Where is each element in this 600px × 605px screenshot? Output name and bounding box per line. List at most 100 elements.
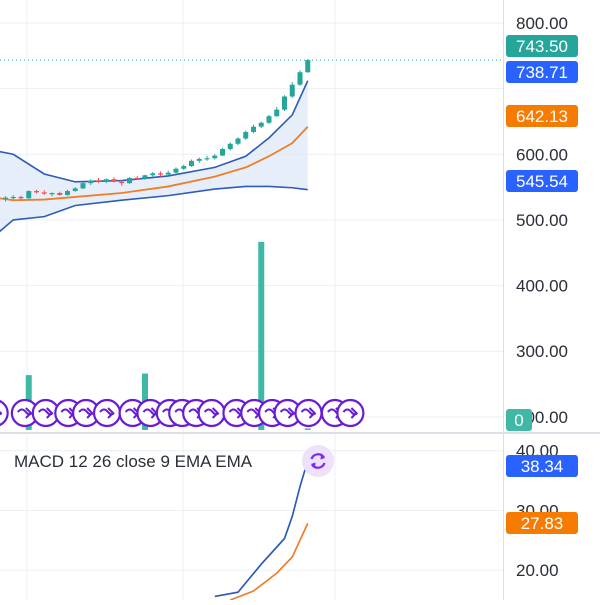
- candle: [3, 197, 8, 199]
- candle: [243, 131, 249, 139]
- event-marker-icon[interactable]: [273, 398, 302, 428]
- event-marker-icon[interactable]: [294, 398, 323, 428]
- candle: [305, 60, 311, 73]
- volume-bar: [304, 428, 311, 430]
- macd-value-badge: 27.83: [506, 512, 578, 534]
- event-marker-icon[interactable]: [197, 398, 226, 428]
- event-marker-ring: [0, 399, 9, 427]
- refresh-icon[interactable]: [302, 445, 334, 477]
- macd-value-badge-text: 38.34: [521, 457, 564, 476]
- event-marker-icon[interactable]: [10, 398, 39, 428]
- event-marker-arrow: [46, 407, 54, 419]
- event-marker-arrow: [86, 407, 94, 419]
- signal-line: [229, 523, 309, 601]
- ema-line: [0, 126, 309, 202]
- macd-indicator-title[interactable]: MACD 12 26 close 9 EMA EMA: [14, 452, 253, 471]
- candle: [49, 193, 55, 195]
- event-markers[interactable]: [0, 398, 365, 428]
- price-badge-bg: [506, 170, 578, 192]
- macd-value-badge-bg: [506, 455, 578, 477]
- event-marker-ring: [92, 398, 122, 428]
- candle: [165, 172, 171, 175]
- candle: [18, 196, 24, 199]
- candle: [282, 96, 287, 110]
- candle: [134, 177, 140, 180]
- price-badge-text: 738.71: [516, 63, 568, 82]
- candle: [181, 166, 187, 169]
- macd-tick-label: 20.00: [516, 561, 559, 580]
- event-marker-icon[interactable]: [31, 398, 60, 428]
- event-marker-arrow: [0, 410, 3, 416]
- price-badge-bg: [506, 61, 578, 83]
- macd-header: MACD 12 26 close 9 EMA EMA: [14, 445, 334, 477]
- candle: [297, 72, 303, 85]
- price-labels: 743.50 738.71 642.13 545.54 0 38.34 27.83: [506, 35, 578, 534]
- event-marker-ring: [336, 398, 365, 428]
- candle: [10, 196, 16, 199]
- candle: [88, 180, 94, 184]
- candle: [196, 158, 202, 161]
- event-marker-icon[interactable]: [336, 398, 365, 428]
- event-marker-icon[interactable]: [136, 398, 165, 428]
- price-badge-text: 743.50: [516, 37, 568, 56]
- event-marker-icon[interactable]: [92, 398, 122, 428]
- candle: [258, 122, 264, 127]
- candle: [220, 149, 225, 156]
- candle: [34, 191, 39, 193]
- macd-value-badge-bg: [506, 512, 578, 534]
- macd-value-badge-text: 27.83: [521, 514, 564, 533]
- price-badge-text: 642.13: [516, 107, 568, 126]
- event-marker-arrow: [287, 407, 296, 419]
- event-marker-icon[interactable]: [0, 399, 9, 427]
- candle: [103, 179, 109, 182]
- candle: [173, 168, 179, 173]
- price-badge-bg: [506, 105, 578, 127]
- price-badge-bg: [506, 35, 578, 57]
- volume-value-text: 0: [514, 411, 523, 430]
- event-marker-arrow: [25, 407, 33, 419]
- bollinger-lower-line: [0, 185, 308, 233]
- candle: [65, 191, 70, 195]
- price-axis[interactable]: 800.00600.00500.00400.00300.00200.0040.0…: [516, 14, 568, 580]
- candle: [119, 181, 125, 184]
- candle: [127, 177, 132, 184]
- candle: [158, 173, 163, 175]
- macd-pane: [214, 460, 309, 601]
- candles: [3, 59, 311, 202]
- candle: [72, 188, 78, 192]
- candle: [266, 116, 272, 123]
- bollinger-band-fill: [0, 80, 308, 232]
- candle: [80, 183, 86, 189]
- price-tick-label: 500.00: [516, 211, 568, 230]
- event-marker-ring: [197, 398, 226, 428]
- volume-bar: [258, 241, 265, 430]
- event-marker-arrow: [308, 407, 316, 419]
- candle: [57, 193, 63, 195]
- candle: [189, 160, 194, 167]
- price-tick-label: 300.00: [516, 342, 568, 361]
- candle: [227, 143, 233, 150]
- candle: [26, 191, 32, 199]
- candle: [142, 175, 148, 179]
- price-badge: 743.50: [506, 35, 578, 57]
- price-tick-label: 400.00: [516, 277, 568, 296]
- candle: [212, 155, 218, 159]
- event-marker-arrow: [211, 407, 220, 419]
- candle: [111, 179, 117, 182]
- event-marker-ring: [294, 398, 323, 428]
- volume-value-badge-bg: [506, 409, 532, 431]
- volume-value-badge: 0: [506, 409, 532, 431]
- price-badge: 545.54: [506, 170, 578, 192]
- candle: [96, 180, 101, 182]
- candle: [289, 84, 295, 97]
- price-tick-label: 800.00: [516, 14, 568, 33]
- candle: [274, 109, 280, 117]
- macd-value-badge: 38.34: [506, 455, 578, 477]
- candle: [150, 173, 156, 176]
- price-badge: 738.71: [506, 61, 578, 83]
- event-marker-arrow: [107, 407, 115, 419]
- candle: [204, 158, 210, 160]
